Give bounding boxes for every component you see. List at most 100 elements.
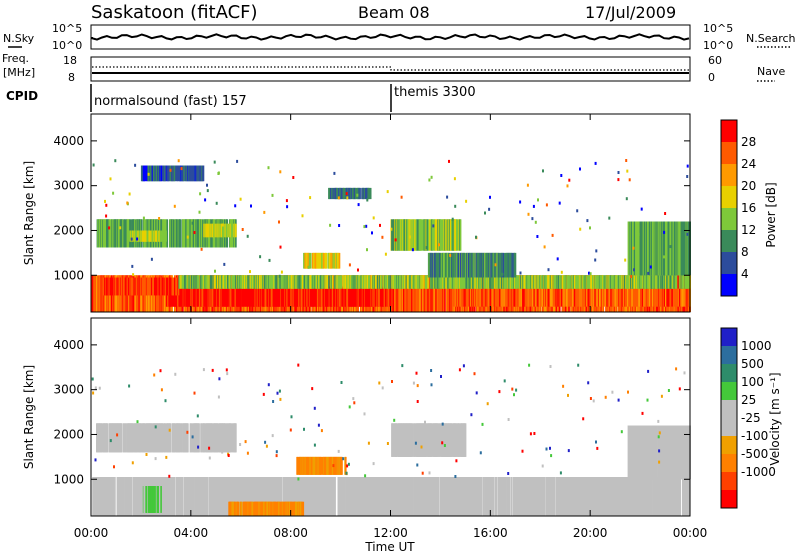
velocity-data-cell <box>478 477 481 516</box>
power-data-cell <box>333 286 336 307</box>
power-data-cell <box>405 275 408 289</box>
power-scatter-point <box>278 220 280 224</box>
velocity-scatter-point <box>441 422 444 426</box>
power-data-cell <box>175 165 177 182</box>
power-data-cell <box>426 219 429 251</box>
power-data-cell <box>429 219 431 251</box>
power-data-cell <box>507 288 509 307</box>
power-data-cell <box>404 275 406 289</box>
velocity-data-cell <box>476 477 479 516</box>
power-scatter-point <box>236 159 239 163</box>
power-data-cell <box>97 275 99 312</box>
power-data-cell <box>633 275 636 289</box>
velocity-scatter-point <box>217 395 220 399</box>
power-data-cell <box>422 275 424 289</box>
x-tick-label: 16:00 <box>473 526 508 540</box>
power-data-cell <box>161 230 164 242</box>
velocity-data-cell <box>227 477 230 516</box>
power-data-cell <box>451 252 454 278</box>
power-scatter-point <box>519 271 522 275</box>
velocity-data-cell <box>351 477 353 516</box>
velocity-scatter-point <box>658 431 661 435</box>
power-data-cell <box>587 288 590 307</box>
x-tick-label: 04:00 <box>174 526 209 540</box>
power-data-cell <box>343 187 346 200</box>
velocity-data-cell <box>678 425 681 480</box>
power-data-cell <box>332 252 335 269</box>
power-scatter-point <box>501 272 504 276</box>
power-data-cell <box>250 286 252 307</box>
velocity-data-cell <box>495 477 498 516</box>
velocity-scatter-point <box>386 442 389 445</box>
power-data-cell <box>427 219 430 251</box>
power-data-cell <box>185 275 188 289</box>
velocity-data-cell <box>654 477 656 516</box>
velocity-data-cell <box>117 477 119 516</box>
power-scatter-point <box>589 272 592 276</box>
power-scatter-point <box>246 234 249 238</box>
velocity-scatter-point <box>276 391 279 395</box>
cpid-panel: CPID normalsound (fast) 157 themis 3300 <box>6 84 476 112</box>
power-data-cell <box>683 221 686 276</box>
power-scatter-point <box>372 216 375 220</box>
power-data-cell <box>338 252 341 269</box>
velocity-data-cell <box>301 501 303 516</box>
power-data-cell <box>484 275 487 289</box>
velocity-scatter-point <box>420 445 423 449</box>
velocity-scatter-point <box>119 441 122 445</box>
velocity-data-cell <box>218 477 220 516</box>
noise-tick-right-bottom: 10^0 <box>703 39 733 52</box>
power-data-cell <box>384 286 387 307</box>
power-data-cell <box>491 288 493 307</box>
power-scatter-point <box>526 183 529 187</box>
power-scatter-point <box>356 193 359 197</box>
power-data-cell <box>368 275 371 289</box>
power-scatter-point <box>346 196 349 200</box>
velocity-scatter-point <box>498 390 501 394</box>
velocity-data-cell <box>400 477 403 516</box>
power-scatter-point <box>286 205 289 209</box>
power-scatter-point <box>594 161 597 165</box>
power-data-cell <box>227 286 229 307</box>
velocity-data-cell <box>193 477 195 516</box>
power-data-cell <box>369 187 372 200</box>
velocity-scatter-point <box>313 443 316 447</box>
power-data-cell <box>515 275 518 289</box>
velocity-scatter-point <box>627 390 629 394</box>
power-data-cell <box>176 219 179 248</box>
velocity-data-cell <box>600 477 603 516</box>
power-data-cell <box>651 288 654 307</box>
power-data-cell <box>404 275 407 312</box>
power-data-cell <box>229 275 232 289</box>
power-scatter-point <box>241 228 244 231</box>
velocity-scatter-point <box>567 393 569 397</box>
velocity-data-cell <box>458 423 461 457</box>
velocity-scatter-point <box>159 369 162 373</box>
power-scatter-point <box>475 235 477 239</box>
power-data-cell <box>621 275 623 289</box>
power-data-cell <box>643 221 646 276</box>
power-data-cell <box>111 277 114 296</box>
velocity-scatter-point <box>683 371 686 375</box>
velocity-scatter-point <box>168 428 171 432</box>
velocity-data-cell <box>625 477 627 516</box>
power-data-cell <box>503 288 505 307</box>
velocity-scatter-point <box>470 413 473 417</box>
velocity-scatter-point <box>353 401 356 405</box>
velocity-data-cell <box>164 423 167 453</box>
velocity-data-cell <box>136 423 139 453</box>
velocity-scatter-point <box>221 450 224 454</box>
velocity-data-cell <box>621 477 623 516</box>
power-data-cell <box>608 288 610 307</box>
power-data-cell <box>532 288 534 307</box>
power-scatter-point <box>333 171 336 175</box>
power-scatter-point <box>617 178 620 182</box>
power-data-cell <box>166 219 169 248</box>
power-data-cell <box>239 286 242 307</box>
velocity-scatter-point <box>264 440 267 444</box>
power-data-cell <box>687 275 690 289</box>
velocity-scatter-point <box>595 440 597 444</box>
velocity-scatter-point <box>416 400 419 403</box>
velocity-scatter-point <box>611 390 614 394</box>
